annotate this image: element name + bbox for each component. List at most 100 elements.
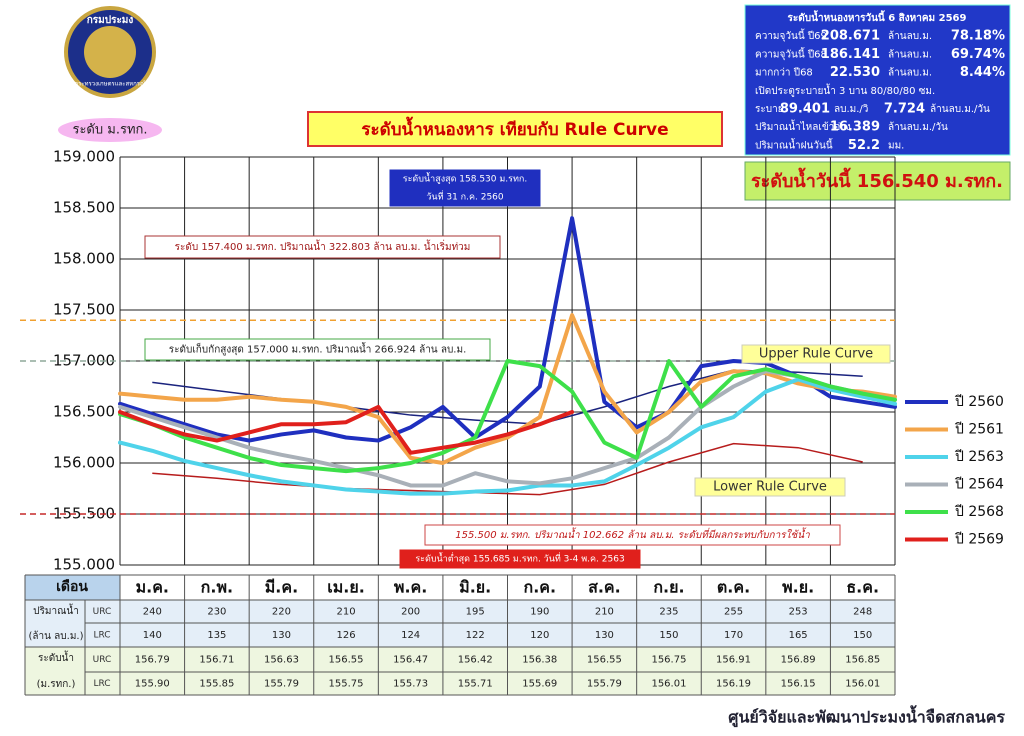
annotation-text: ระดับน้ำสูงสุด 158.530 ม.รทก.: [403, 172, 527, 185]
annotation-box: [399, 549, 641, 569]
today-level: ระดับน้ำวันนี้ 156.540 ม.รทก.: [751, 167, 1003, 192]
table-cell: 156.42: [458, 655, 493, 666]
table-cell: 210: [595, 607, 614, 618]
table-header-bg: [25, 575, 895, 600]
info-text: เปิดประตูระบายน้ำ 3 บาน 80/80/80 ซม.: [755, 83, 935, 97]
y-tick-label: 156.000: [53, 454, 115, 472]
table-cell: 130: [595, 630, 614, 641]
table-cell: 156.38: [522, 655, 557, 666]
table-group-unit: (ม.รทก.): [37, 679, 76, 690]
table-cell: 195: [466, 607, 485, 618]
table-cell: 240: [143, 607, 162, 618]
table-row-name: LRC: [93, 679, 110, 689]
table-cell: 155.79: [587, 679, 622, 690]
info-text: ล้านลบ.ม.: [888, 67, 932, 79]
table-cell: 170: [724, 630, 743, 641]
annotation-text: ระดับน้ำต่ำสุด 155.685 ม.รทก. วันที่ 3-4…: [415, 552, 624, 565]
info-text: มม.: [888, 140, 904, 151]
table-cell: 155.85: [199, 679, 234, 690]
footer: ศูนย์วิจัยและพัฒนาประมงน้ำจืดสกลนคร: [728, 705, 1005, 729]
table-cell: 156.15: [781, 679, 816, 690]
table-cell: 150: [853, 630, 872, 641]
info-text: ปริมาณน้ำไหลเข้าอ่าง: [755, 119, 851, 133]
table-column: ธ.ค.: [846, 578, 879, 597]
info-text: ระดับน้ำหนองหารวันนี้ 6 สิงหาคม 2569: [788, 10, 967, 24]
info-text: ปริมาณน้ำฝนวันนี้: [755, 137, 833, 151]
table-label-bg: [25, 575, 120, 600]
table-cell: 156.47: [393, 655, 428, 666]
y-tick-label: 155.000: [53, 556, 115, 574]
table-row-name: LRC: [93, 631, 110, 641]
title-box: [307, 111, 723, 147]
info-text: ล้านลบ.ม./วัน: [930, 103, 990, 115]
info-text: 89.401: [780, 102, 830, 117]
table-cell: 210: [336, 607, 355, 618]
info-text: ความจุวันนี้ ปี68: [755, 46, 827, 60]
table-cell: 156.85: [845, 655, 880, 666]
table-row-name: URC: [93, 655, 112, 665]
table-cell: 124: [401, 630, 420, 641]
table-cell: 230: [207, 607, 226, 618]
table-cell: 155.69: [522, 679, 557, 690]
table-cell: 255: [724, 607, 743, 618]
table-cell: 122: [466, 630, 485, 641]
table-cell: 155.73: [393, 679, 428, 690]
y-tick-label: 158.000: [53, 250, 115, 268]
rule-curve: [152, 442, 863, 496]
logo-top: กรมประมง: [87, 14, 134, 26]
today-box: [744, 161, 1011, 201]
table-cell: 156.01: [651, 679, 686, 690]
table-column: ต.ค.: [717, 578, 750, 597]
table-group-label: ปริมาณน้ำ: [33, 603, 79, 617]
info-text: ล้านลบ.ม./วัน: [888, 121, 948, 133]
table-cell: 235: [659, 607, 678, 618]
y-tick-label: 159.000: [53, 148, 115, 166]
rule-curve-label-box: [741, 344, 891, 364]
info-text: 7.724: [884, 102, 925, 117]
series-line: [118, 404, 575, 455]
table-cell: 156.63: [264, 655, 299, 666]
table-cell: 140: [143, 630, 162, 641]
info-text: 16.389: [830, 120, 880, 135]
info-text: 186.141: [821, 47, 880, 62]
info-text: ลบ.ม./วิ: [834, 104, 868, 115]
table-column: พ.ค.: [394, 578, 427, 597]
table-cell: 248: [853, 607, 872, 618]
table-cell: 130: [272, 630, 291, 641]
unit-badge: [58, 118, 162, 142]
annotation-box: [424, 524, 841, 546]
table-cell: 156.89: [781, 655, 816, 666]
y-tick-label: 158.500: [53, 199, 115, 217]
info-text: 69.74%: [951, 47, 1005, 62]
annotation-text: ระดับเก็บกักสูงสุด 157.000 ม.รทก. ปริมาณ…: [169, 342, 467, 356]
info-text: 52.2: [848, 138, 880, 153]
table-cell: 155.79: [264, 679, 299, 690]
rule-curve-label-box: [694, 477, 846, 497]
logo-bottom: กระทรวงเกษตรและสหกรณ์: [74, 80, 146, 88]
table-column: ก.ย.: [653, 578, 684, 597]
table-cell: 253: [789, 607, 808, 618]
info-text: 78.18%: [951, 29, 1005, 44]
y-tick-label: 157.500: [53, 301, 115, 319]
annotation-text: วันที่ 31 ก.ค. 2560: [426, 190, 504, 203]
legend-label: ปี 2563: [955, 449, 1004, 465]
table-cell: 200: [401, 607, 420, 618]
table-cell: 156.71: [199, 655, 234, 666]
info-box: [744, 4, 1011, 156]
table-cell: 155.90: [135, 679, 170, 690]
annotation-text: ระดับ 157.400 ม.รทก. ปริมาณน้ำ 322.803 ล…: [175, 239, 471, 253]
info-text: ล้านลบ.ม.: [888, 48, 932, 60]
table-cell: 190: [530, 607, 549, 618]
table-cell: 165: [789, 630, 808, 641]
unit-badge-text: ระดับ ม.รทก.: [72, 123, 147, 138]
info-text: 8.44%: [960, 65, 1005, 80]
info-text: มากกว่า ปี68: [755, 67, 813, 79]
table-column: มี.ค.: [265, 578, 298, 597]
legend-label: ปี 2568: [955, 504, 1004, 520]
table-column: พ.ย.: [782, 578, 814, 597]
table-column: มิ.ย.: [459, 578, 491, 597]
table-column: เม.ย.: [327, 578, 365, 597]
table-body-bg2: [25, 647, 895, 695]
table-cell: 220: [272, 607, 291, 618]
